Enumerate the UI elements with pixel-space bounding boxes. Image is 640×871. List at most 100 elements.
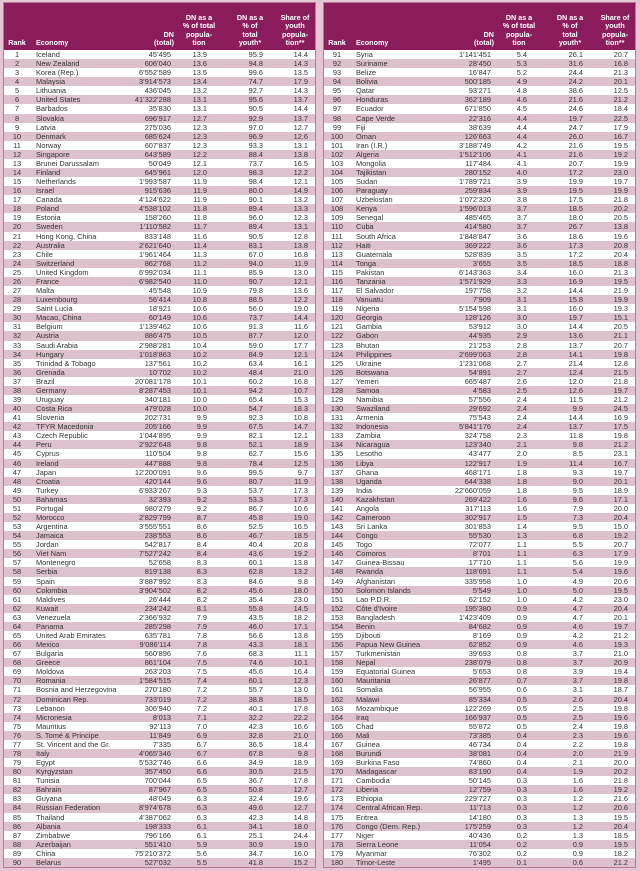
pct-total-population-cell: 9.6 [196, 476, 207, 486]
share-youth-population-cell: 13.8 [613, 222, 628, 232]
rank-cell: 66 [12, 640, 22, 650]
pct-total-population-cell: 12.2 [192, 149, 207, 159]
dn-total-cell: 1’072’320 [458, 195, 491, 205]
rank-cell: 92 [332, 59, 342, 69]
economy-cell: Kyrgyzstan [36, 767, 73, 777]
dn-total-cell: 43’477 [468, 449, 491, 459]
pct-total-population-cell: 4.1 [516, 158, 527, 168]
economy-cell: Poland [36, 204, 60, 214]
pct-total-youth-cell: 19.9 [568, 177, 583, 187]
rank-cell: 166 [330, 730, 344, 740]
pct-total-youth-cell: 5.5 [572, 540, 583, 550]
dn-total-cell: 32’393 [148, 494, 171, 504]
pct-total-population-cell: 0.3 [516, 785, 527, 795]
header-rank: Rank [328, 37, 346, 47]
pct-total-youth-cell: 74.7 [248, 77, 263, 87]
pct-total-youth-cell: 46.7 [248, 531, 263, 541]
table-row: 68 Greece 861’104 7.5 74.6 10.1 [4, 658, 315, 668]
dn-total-cell: 528’839 [464, 249, 491, 259]
economy-cell: Australia [36, 240, 65, 250]
rank-cell: 109 [330, 213, 344, 223]
dn-total-cell: 54’891 [468, 367, 491, 377]
rank-cell: 48 [12, 476, 22, 486]
pct-total-youth-cell: 2.6 [572, 694, 583, 704]
dn-total-cell: 12’200’091 [134, 467, 171, 477]
pct-total-youth-cell: 1.2 [572, 821, 583, 831]
header-share-youth-population: Share of youth popula- tion** [280, 13, 310, 47]
pct-total-youth-cell: 4.7 [572, 612, 583, 622]
pct-total-population-cell: 10.1 [192, 376, 207, 386]
rank-cell: 147 [330, 558, 344, 568]
table-row: 84 Russian Federation 8’974’678 6.3 49.6 12.7 [4, 803, 315, 813]
dn-total-cell: 324’758 [464, 431, 491, 441]
table-row: 144 Congo 55’530 1.3 6.8 19.2 [324, 531, 635, 541]
economy-cell: France [36, 276, 60, 286]
share-youth-population-cell: 20.6 [613, 803, 628, 813]
pct-total-youth-cell: 15.8 [568, 295, 583, 305]
economy-cell: Latvia [36, 122, 56, 132]
economy-cell: Ecuador [356, 104, 384, 114]
economy-cell: Oman [356, 131, 377, 141]
share-youth-population-cell: 18.2 [613, 848, 628, 858]
pct-total-youth-cell: 9.9 [572, 404, 583, 414]
rank-cell: 63 [12, 612, 22, 622]
share-youth-population-cell: 13.2 [293, 567, 308, 577]
share-youth-population-cell: 20.9 [613, 658, 628, 668]
economy-cell: Finland [36, 168, 61, 178]
economy-cell: Zimbabwe [36, 830, 71, 840]
rank-cell: 23 [12, 249, 22, 259]
table-row: 167 Guinea 46’734 0.4 2.2 19.8 [324, 740, 635, 749]
economy-cell: Japan [36, 467, 57, 477]
rank-cell: 47 [12, 467, 22, 477]
pct-total-population-cell: 6.1 [196, 821, 207, 831]
rank-cell: 86 [12, 821, 22, 831]
pct-total-population-cell: 0.5 [516, 721, 527, 731]
economy-cell: Tanzania [356, 276, 386, 286]
pct-total-youth-cell: 7.3 [572, 512, 583, 522]
dn-total-cell: 5’653 [472, 667, 491, 677]
rank-cell: 9 [14, 122, 20, 132]
pct-total-population-cell: 1.6 [516, 494, 527, 504]
rank-cell: 37 [12, 376, 22, 386]
pct-total-youth-cell: 52.5 [248, 522, 263, 532]
share-youth-population-cell: 21.8 [613, 776, 628, 786]
rank-cell: 127 [330, 376, 344, 386]
rank-cell: 15 [12, 177, 22, 187]
pct-total-youth-cell: 2.2 [572, 739, 583, 749]
share-youth-population-cell: 21.3 [613, 68, 628, 78]
table-row: 56 Viet Nam 7’527’242 8.4 43.6 19.2 [4, 549, 315, 559]
economy-cell: Somalia [356, 685, 383, 695]
table-row: 168 Burundi 38’081 0.4 2.0 21.9 [324, 749, 635, 759]
share-youth-population-cell: 18.4 [613, 104, 628, 114]
rank-cell: 100 [330, 131, 344, 141]
dn-total-cell: 468’171 [464, 467, 491, 477]
share-youth-population-cell: 19.9 [613, 158, 628, 168]
header-rank: Rank [8, 37, 26, 47]
rank-cell: 18 [12, 204, 22, 214]
pct-total-youth-cell: 5.0 [572, 585, 583, 595]
rank-cell: 30 [12, 313, 22, 323]
share-youth-population-cell: 20.1 [613, 77, 628, 87]
economy-cell: St. Vincent and the Gr. [36, 739, 111, 749]
economy-cell: Venezuela [36, 612, 71, 622]
table-row: 41 Slovenia 202’731 9.9 92.3 10.8 [4, 413, 315, 422]
pct-total-youth-cell: 0.6 [572, 857, 583, 867]
table-row: 64 Panama 285’298 7.9 46.0 17.1 [4, 621, 315, 631]
table-row: 147 Guinea-Bissau 17’710 1.1 5.6 19.9 [324, 558, 635, 567]
pct-total-youth-cell: 8.5 [572, 449, 583, 459]
share-youth-population-cell: 16.0 [293, 848, 308, 858]
pct-total-youth-cell: 21.6 [568, 140, 583, 150]
economy-cell: TFYR Macedonia [36, 422, 94, 432]
share-youth-population-cell: 12.3 [293, 676, 308, 686]
rank-cell: 61 [12, 594, 22, 604]
table-row: 20 Sweden 1’110’582 11.7 89.4 13.1 [4, 222, 315, 232]
pct-total-youth-cell: 13.7 [568, 340, 583, 350]
share-youth-population-cell: 19.9 [613, 558, 628, 568]
economy-cell: Tunisia [36, 776, 60, 786]
table-row: 72 Dominican Rep. 733’019 7.2 38.8 18.5 [4, 694, 315, 704]
economy-cell: Bangladesh [356, 612, 396, 622]
rank-cell: 84 [12, 803, 22, 813]
pct-total-youth-cell: 16.9 [568, 276, 583, 286]
pct-total-youth-cell: 5.4 [572, 567, 583, 577]
dn-total-cell: 6’933’267 [138, 485, 171, 495]
